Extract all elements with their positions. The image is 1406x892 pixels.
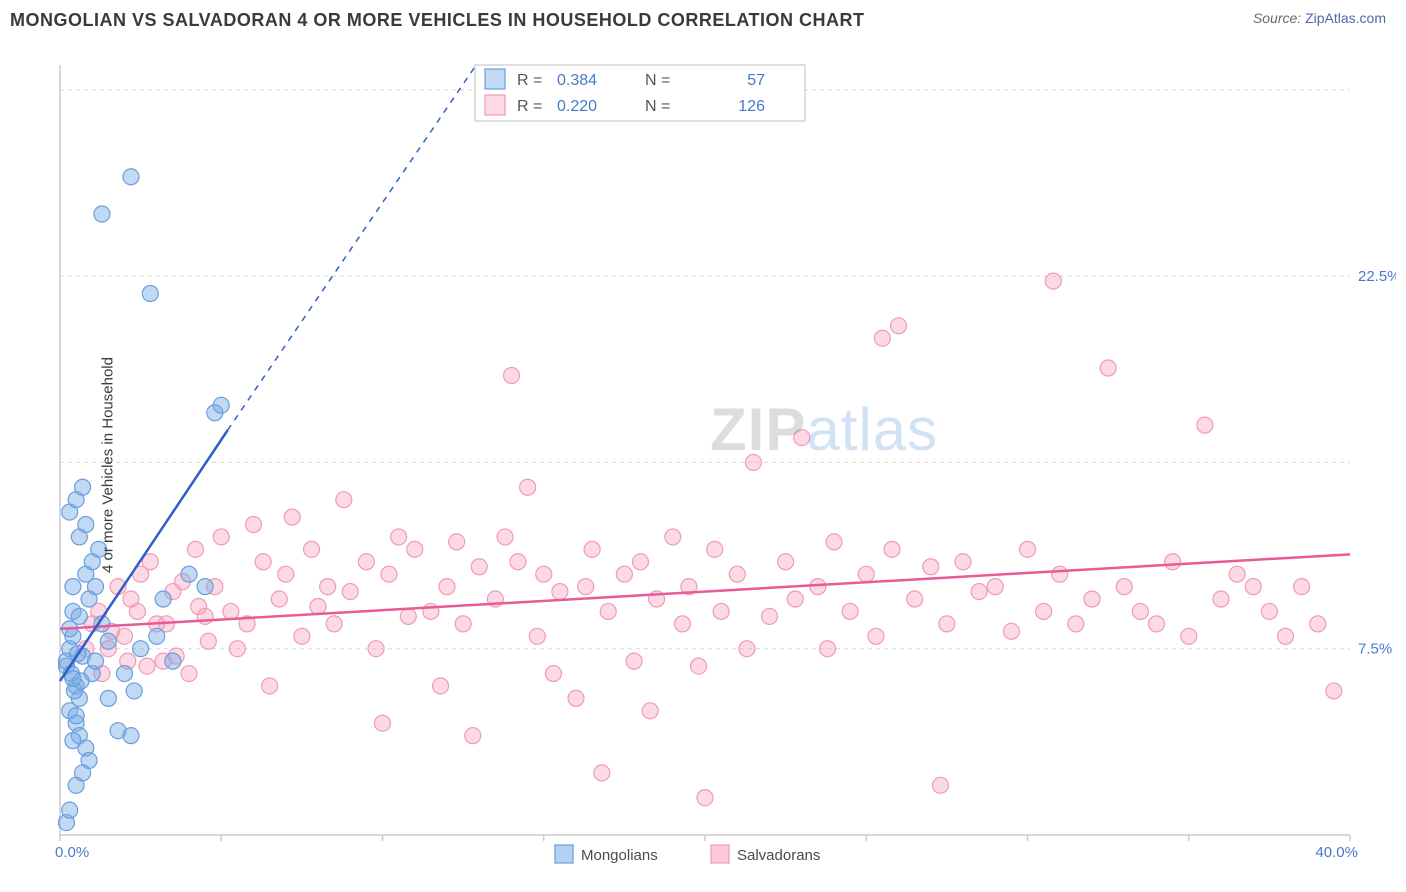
svg-text:Salvadorans: Salvadorans [737, 847, 820, 864]
y-axis-label: 4 or more Vehicles in Household [99, 357, 116, 573]
svg-text:0.384: 0.384 [557, 72, 597, 89]
svg-text:N =: N = [645, 98, 670, 115]
svg-text:Mongolians: Mongolians [581, 847, 658, 864]
svg-text:N =: N = [645, 72, 670, 89]
svg-text:0.0%: 0.0% [55, 844, 89, 861]
chart-container: 4 or more Vehicles in Household 7.5% 22.5… [10, 45, 1396, 885]
svg-text:R =: R = [517, 98, 542, 115]
svg-text:57: 57 [747, 72, 765, 89]
svg-text:40.0%: 40.0% [1315, 844, 1358, 861]
source-link[interactable]: ZipAtlas.com [1305, 10, 1386, 26]
svg-text:22.5%: 22.5% [1358, 268, 1396, 285]
scatter-chart: 7.5% 22.5% 0.0% 40.0% R = 0.384 N = 57 R = 0.2… [10, 45, 1396, 885]
svg-text:R =: R = [517, 72, 542, 89]
svg-text:0.220: 0.220 [557, 98, 597, 115]
svg-text:126: 126 [738, 98, 765, 115]
svg-text:7.5%: 7.5% [1358, 641, 1392, 658]
source-prefix: Source: [1253, 10, 1305, 26]
source-attribution: Source: ZipAtlas.com [1253, 10, 1386, 26]
chart-title: MONGOLIAN VS SALVADORAN 4 OR MORE VEHICL… [10, 10, 865, 31]
